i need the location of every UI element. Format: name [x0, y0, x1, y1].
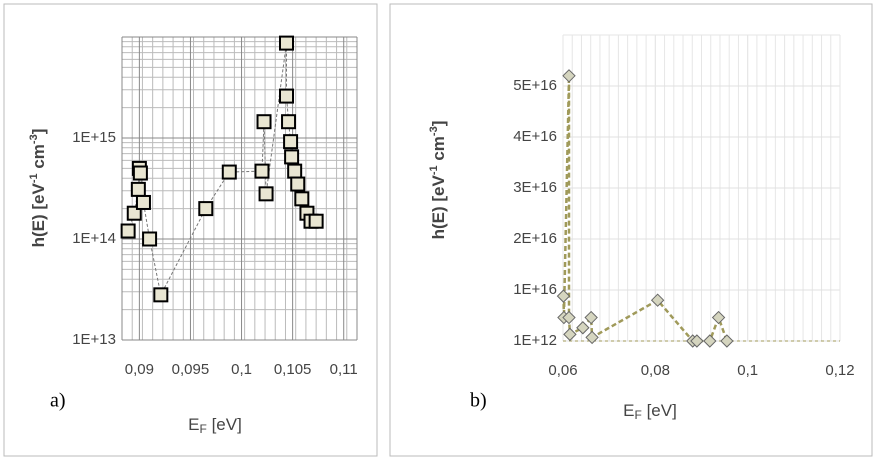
y-label-part: cm — [429, 136, 448, 165]
x-axis-label: EF [eV] — [188, 415, 242, 436]
y-tick-label: 4E+16 — [513, 128, 557, 145]
marker — [290, 176, 306, 192]
y-tick-label: 2E+16 — [513, 230, 557, 247]
marker — [135, 194, 151, 210]
y-axis-label: h(E) [eV-1 cm-3] — [28, 129, 49, 248]
x-tick-label: 0,09 — [125, 361, 154, 378]
y-label-part: ] — [429, 121, 448, 127]
y-tick-label: 1E+15 — [72, 129, 116, 146]
marker — [283, 134, 299, 150]
marker — [556, 289, 571, 303]
x-tick-label: 0,06 — [548, 362, 577, 379]
x-tick-label: 0,12 — [825, 362, 854, 379]
series-line — [562, 75, 729, 343]
marker — [254, 163, 270, 179]
y-label-part: -3 — [28, 134, 40, 144]
marker — [562, 310, 576, 325]
marker — [284, 149, 300, 165]
panel-label: b) — [470, 390, 487, 412]
marker — [711, 310, 726, 325]
x-tick-label: 0,11 — [330, 361, 358, 378]
marker — [126, 205, 142, 221]
marker — [308, 213, 324, 229]
panel-label: a) — [50, 390, 66, 412]
marker — [120, 223, 136, 239]
x-tick-label: 0,08 — [641, 362, 670, 379]
marker — [287, 163, 303, 179]
y-tick-label: 1E+13 — [72, 331, 116, 348]
y-label-part: ] — [29, 129, 48, 135]
x-tick-label: 0,1 — [737, 362, 758, 379]
y-label-part: h(E) [eV — [429, 174, 448, 239]
y-label-part: -3 — [428, 126, 440, 136]
y-tick-label: 3E+16 — [513, 179, 557, 196]
x-label-part: [eV] — [207, 415, 242, 434]
x-label-part: F — [635, 408, 642, 422]
marker — [576, 321, 590, 335]
marker — [256, 114, 272, 130]
y-label-part: -1 — [428, 165, 440, 175]
x-label-part: E — [188, 415, 199, 434]
marker — [584, 310, 598, 325]
marker — [294, 191, 310, 207]
marker — [720, 334, 734, 348]
marker — [153, 287, 169, 303]
panel-frame — [389, 3, 873, 457]
x-label-part: [eV] — [642, 401, 677, 420]
x-tick-label: 0,105 — [274, 361, 312, 378]
marker — [281, 114, 297, 130]
x-label-part: E — [623, 401, 634, 420]
x-axis-label: EF [eV] — [623, 401, 677, 422]
y-label-part: h(E) [eV — [29, 182, 48, 247]
panel-frame — [3, 3, 378, 457]
x-label-part: F — [200, 422, 207, 436]
marker — [142, 231, 158, 247]
y-label-part: -1 — [28, 173, 40, 183]
marker — [585, 330, 599, 345]
y-tick-label: 5E+16 — [513, 77, 557, 94]
marker — [221, 164, 237, 180]
marker — [258, 186, 274, 202]
x-tick-label: 0,1 — [231, 361, 252, 378]
marker — [562, 69, 576, 83]
marker — [650, 293, 665, 307]
marker — [198, 201, 214, 217]
y-axis-label: h(E) [eV-1 cm-3] — [428, 121, 449, 240]
y-tick-label: 1E+12 — [513, 332, 557, 349]
y-tick-label: 1E+16 — [513, 281, 557, 298]
marker — [703, 334, 717, 348]
marker — [690, 334, 704, 348]
x-tick-label: 0,095 — [172, 361, 210, 378]
marker — [132, 165, 148, 181]
marker — [279, 35, 294, 51]
marker — [279, 88, 294, 104]
marker — [563, 327, 577, 342]
marker — [130, 181, 146, 197]
y-tick-label: 1E+14 — [72, 230, 116, 247]
y-label-part: cm — [29, 144, 48, 173]
